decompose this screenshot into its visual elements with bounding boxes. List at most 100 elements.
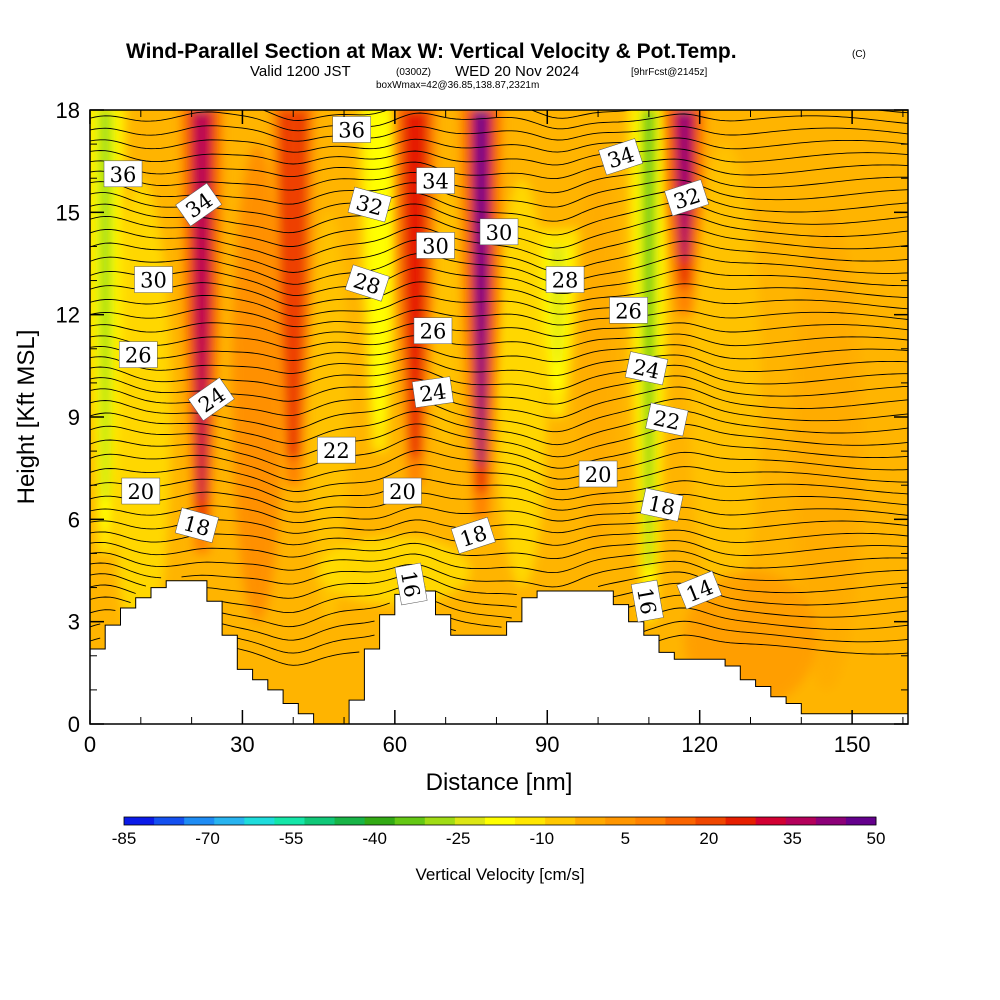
- contour-label-box: [450, 516, 496, 554]
- contour-label: 26: [413, 317, 453, 344]
- zulu-time-label: (0300Z): [396, 67, 431, 78]
- isentrope-line: [90, 386, 908, 419]
- isentrope-line: [90, 529, 908, 546]
- x-tick-label: 120: [681, 732, 718, 757]
- contour-label-box: [134, 266, 173, 293]
- colorbar-swatch: [274, 817, 305, 825]
- colorbar-swatch: [515, 817, 546, 825]
- y-tick-label: 3: [68, 610, 80, 635]
- contour-label-box: [344, 264, 390, 302]
- isentrope-line: [90, 410, 908, 446]
- x-tick-label: 90: [535, 732, 559, 757]
- contour-label: 26: [119, 341, 158, 368]
- colorbar-swatch: [755, 817, 787, 825]
- isentrope-line: [90, 423, 908, 458]
- colorbar-swatch: [154, 817, 185, 825]
- colorbar-swatch: [545, 817, 576, 825]
- contour-label-text: 24: [418, 379, 448, 406]
- field-patch: [318, 536, 472, 605]
- colorbar: -85 -70 -55 -40 -25 -10 5 20 35 50: [112, 816, 886, 848]
- colorbar-swatch: [785, 817, 817, 825]
- contour-label: 28: [545, 266, 585, 293]
- forecast-hour-label: [9hrFcst@2145z]: [631, 67, 708, 78]
- field-patch: [496, 178, 548, 588]
- contour-label: 16: [630, 579, 664, 623]
- isentrope-line: [90, 607, 908, 641]
- colorbar-label: -85: [112, 829, 137, 848]
- contour-label-box: [416, 167, 455, 194]
- isentrope-line: [90, 354, 908, 377]
- contour-label: 36: [103, 160, 143, 188]
- chart-title-block: Wind-Parallel Section at Max W: Vertical…: [126, 40, 866, 91]
- contour-label: 24: [624, 351, 669, 386]
- contour-label-box: [317, 436, 356, 464]
- contour-label: 24: [411, 376, 454, 408]
- y-axis-label: Height [Kft MSL]: [13, 330, 40, 505]
- updraft-band-layer: [98, 110, 112, 499]
- contour-label-box: [394, 562, 428, 606]
- contour-label-box: [664, 179, 710, 217]
- isentrope-line: [90, 267, 908, 296]
- colorbar-swatch: [575, 817, 606, 825]
- field-patch: [577, 144, 619, 554]
- isentrope-line: [90, 344, 908, 363]
- contour-label-box: [676, 570, 723, 610]
- contour-label-box: [545, 266, 585, 293]
- isentrope-line: [90, 491, 908, 513]
- contour-label-box: [645, 402, 689, 437]
- x-axis: 0 30 60 90 120 150: [84, 110, 904, 757]
- contour-label: 16: [394, 562, 428, 606]
- field-patch: [232, 144, 284, 622]
- y-tick-label: 15: [56, 200, 80, 225]
- x-tick-label: 30: [230, 732, 254, 757]
- contour-label-text: 26: [420, 320, 447, 344]
- isentrope-line: [261, 110, 908, 121]
- contour-label-box: [479, 218, 519, 246]
- contour-label-text: 20: [389, 480, 416, 504]
- isentrope-line: [90, 582, 908, 614]
- contour-label-box: [411, 376, 454, 408]
- isentrope-line: [90, 179, 908, 208]
- isentrope-line: [90, 333, 908, 350]
- updraft-band-layer: [474, 110, 488, 465]
- velocity-field: [90, 110, 863, 707]
- colorbar-label: 50: [867, 829, 886, 848]
- isentrope-line: [90, 594, 908, 628]
- contour-label: 34: [416, 167, 455, 194]
- contour-label-text: 30: [140, 269, 167, 293]
- colorbar-swatch: [695, 817, 727, 825]
- colorbar-label: 5: [621, 829, 630, 848]
- isentrope-line: [90, 125, 908, 142]
- colorbar-swatch: [605, 817, 636, 825]
- isentrope-line: [90, 226, 908, 261]
- isentrope-line: [290, 110, 305, 111]
- colorbar-label: -25: [446, 829, 471, 848]
- colorbar-swatch: [304, 817, 336, 825]
- box-wmax-label: boxWmax=42@36.85,138.87,2321m: [376, 80, 539, 91]
- colorbar-swatch: [214, 817, 245, 825]
- colorbar-frame: [123, 816, 877, 826]
- isentrope-line: [90, 239, 908, 273]
- colorbar-swatch: [334, 817, 366, 825]
- y-tick-label: 9: [68, 405, 80, 430]
- isentrope-line: [90, 478, 908, 503]
- contour-label: 20: [121, 477, 161, 505]
- field-patch: [791, 212, 863, 690]
- isentrope-line: [90, 294, 908, 317]
- contour-label: 22: [645, 402, 689, 437]
- contour-label-text: 26: [125, 344, 152, 368]
- contour-label-text: 30: [422, 234, 449, 258]
- copyright-mark: (C): [852, 49, 866, 60]
- y-tick-label: 18: [56, 98, 80, 123]
- field-patch: [689, 144, 761, 622]
- contour-label-box: [119, 341, 158, 368]
- contour-label-box: [609, 297, 648, 324]
- contour-label-box: [383, 477, 422, 505]
- contour-label-box: [187, 377, 235, 422]
- colorbar-swatch: [815, 817, 847, 825]
- colorbar-swatch: [635, 817, 666, 825]
- x-axis-label: Distance [nm]: [426, 769, 573, 796]
- y-tick-label: 6: [68, 507, 80, 532]
